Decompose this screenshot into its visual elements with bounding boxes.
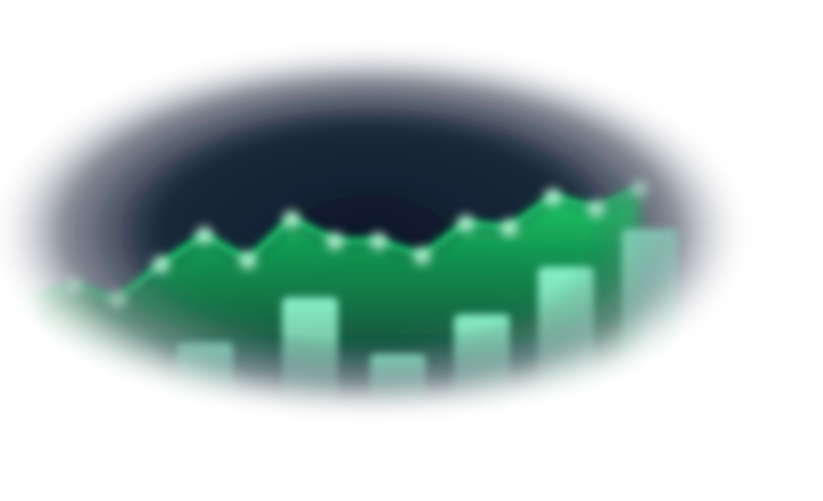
line-point-12 bbox=[500, 218, 519, 237]
line-point-5 bbox=[195, 226, 214, 245]
plot-area bbox=[21, 179, 678, 410]
line-point-1 bbox=[21, 291, 39, 309]
line-point-6 bbox=[238, 251, 257, 270]
line-point-7 bbox=[282, 210, 301, 229]
bar-5 bbox=[538, 266, 594, 405]
bar-4 bbox=[454, 314, 510, 405]
line-point-3 bbox=[108, 291, 127, 309]
bar-3 bbox=[370, 354, 426, 405]
line-point-9 bbox=[369, 232, 388, 251]
line-point-13 bbox=[543, 188, 562, 207]
bar-1 bbox=[177, 342, 233, 405]
line-point-2 bbox=[64, 276, 83, 295]
line-point-11 bbox=[456, 214, 475, 233]
line-point-8 bbox=[326, 232, 344, 251]
line-point-10 bbox=[413, 246, 432, 265]
line-point-4 bbox=[151, 255, 170, 274]
line-point-14 bbox=[587, 199, 606, 218]
bar-2 bbox=[282, 297, 338, 405]
line-point-15 bbox=[631, 179, 649, 198]
bar-6 bbox=[622, 228, 678, 405]
